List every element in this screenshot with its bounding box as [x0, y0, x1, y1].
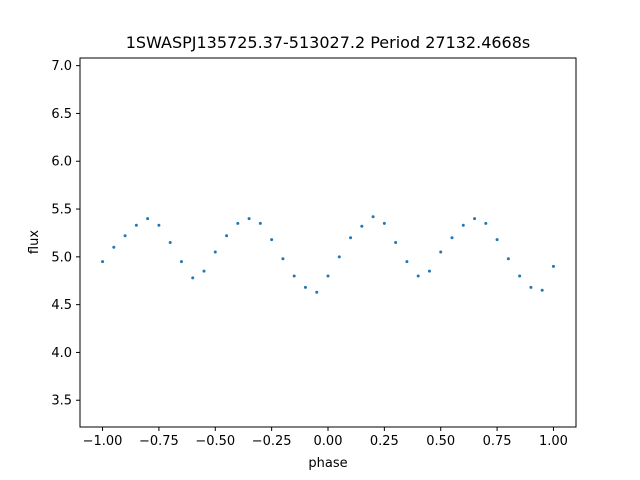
- data-point: [518, 274, 522, 278]
- data-point: [146, 217, 150, 221]
- y-tick-label: 7.0: [51, 59, 72, 74]
- plot-area-frame: [79, 57, 577, 428]
- y-tick-label: 3.5: [51, 394, 72, 409]
- data-points: [101, 215, 555, 294]
- data-point: [551, 264, 555, 268]
- data-point: [349, 236, 353, 240]
- x-tick-label: 0.00: [314, 434, 343, 449]
- data-point: [382, 221, 386, 225]
- y-tick-label: 6.0: [51, 155, 72, 170]
- data-point: [157, 223, 161, 227]
- x-tick-label: −0.50: [195, 434, 235, 449]
- data-point: [529, 285, 533, 289]
- data-point: [405, 260, 409, 264]
- y-tick-label: 6.5: [51, 107, 72, 122]
- y-tick-label: 5.0: [51, 250, 72, 265]
- data-point: [236, 221, 240, 225]
- y-axis: 3.5 4.0 4.5 5.0 5.5 6.0 6.5 7.0: [51, 59, 80, 409]
- data-point: [292, 274, 296, 278]
- x-tick-label: 0.25: [370, 434, 399, 449]
- data-point: [225, 234, 229, 238]
- data-point: [427, 269, 431, 273]
- data-point: [439, 250, 443, 254]
- data-point: [270, 238, 274, 242]
- data-point: [394, 241, 398, 244]
- y-tick-label: 4.5: [51, 298, 72, 313]
- data-point: [495, 238, 499, 242]
- data-point: [540, 288, 544, 292]
- data-point: [258, 221, 262, 225]
- data-point: [213, 250, 217, 254]
- x-tick-label: 0.50: [426, 434, 455, 449]
- data-point: [179, 260, 183, 264]
- data-point: [360, 224, 364, 228]
- data-point: [202, 269, 206, 273]
- x-tick-label: −0.75: [139, 434, 179, 449]
- y-tick-label: 5.5: [51, 203, 72, 218]
- x-axis-label: phase: [308, 456, 347, 471]
- data-point: [247, 217, 251, 221]
- data-point: [450, 236, 454, 240]
- data-point: [112, 245, 116, 249]
- data-point: [337, 255, 341, 259]
- data-point: [123, 234, 127, 238]
- x-tick-label: −0.25: [252, 434, 292, 449]
- data-point: [416, 274, 420, 278]
- data-point: [484, 221, 488, 225]
- y-tick-label: 4.0: [51, 346, 72, 361]
- data-point: [281, 257, 285, 261]
- data-point: [315, 290, 319, 294]
- data-point: [326, 274, 330, 278]
- data-point: [506, 257, 510, 261]
- data-point: [134, 223, 138, 227]
- data-point: [303, 285, 307, 289]
- data-point: [371, 215, 375, 219]
- chart-title: 1SWASPJ135725.37-513027.2 Period 27132.4…: [126, 33, 531, 52]
- data-point: [461, 223, 465, 227]
- data-point: [101, 260, 105, 264]
- data-point: [473, 217, 477, 221]
- x-axis: −1.00 −0.75 −0.50 −0.25 0.00 0.25 0.50 0.75 1.00: [83, 427, 568, 449]
- y-axis-label: flux: [27, 230, 42, 254]
- data-point: [191, 276, 195, 280]
- data-point: [168, 241, 172, 244]
- x-tick-label: −1.00: [83, 434, 123, 449]
- x-tick-label: 1.00: [539, 434, 568, 449]
- x-tick-label: 0.75: [483, 434, 512, 449]
